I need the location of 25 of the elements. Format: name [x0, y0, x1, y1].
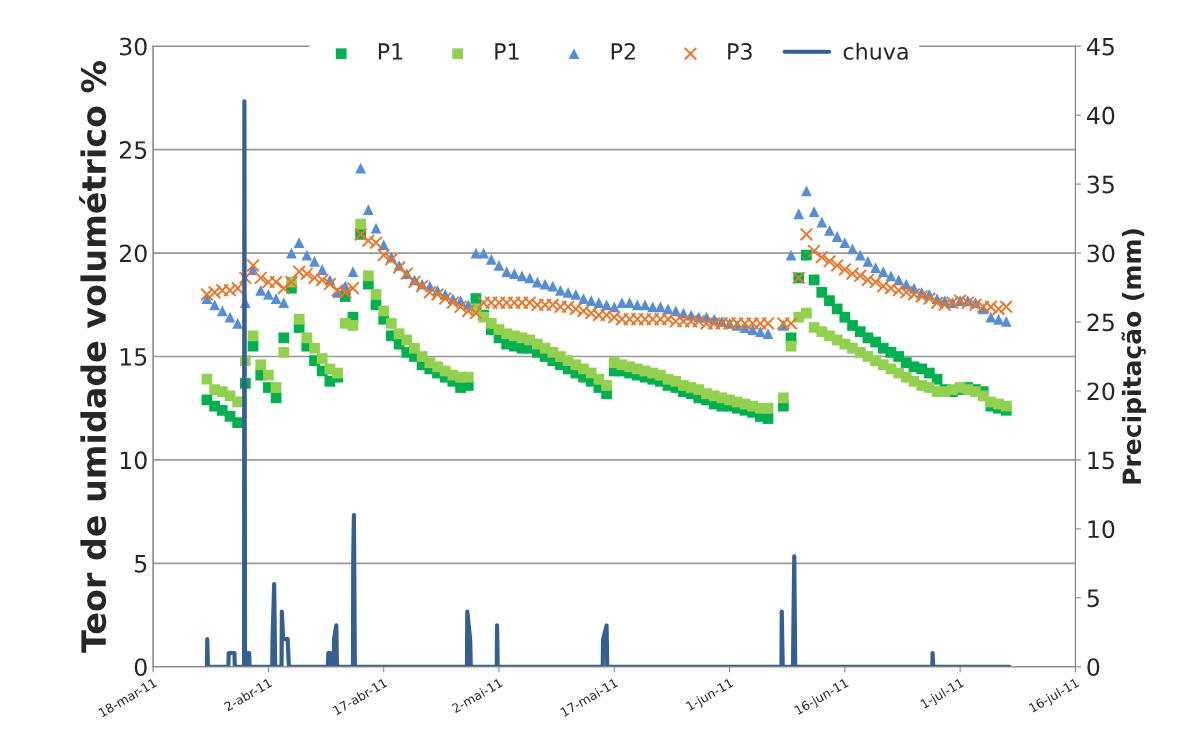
- y-tick-label: 25: [119, 141, 147, 159]
- line-series: [204, 99, 1012, 667]
- legend-label: chuva: [843, 42, 908, 60]
- y-tick-label: 10: [120, 451, 147, 470]
- y2-tick-label: 10: [1088, 520, 1115, 539]
- y2-tick-label: 5: [1087, 589, 1099, 608]
- y2-tick-label: 35: [1087, 175, 1114, 194]
- y2-axis-title: Precipitação (mm): [1121, 229, 1147, 484]
- y2-tick-label: 30: [1087, 244, 1115, 263]
- y2-tick-label: 25: [1087, 313, 1114, 332]
- legend-label: P1: [495, 43, 519, 60]
- y2-tick-label: 0: [1087, 658, 1100, 677]
- y-axis-title: Teor de umidade volumétrico %: [79, 61, 107, 653]
- y-tick-label: 30: [120, 37, 147, 56]
- y-tick-label: 15: [120, 348, 147, 366]
- legend-label: P1: [378, 43, 403, 60]
- y2-tick-label: 15: [1088, 451, 1114, 470]
- y-tick-label: 20: [119, 244, 147, 263]
- legend-label: P2: [611, 43, 635, 60]
- legend-label: P3: [728, 43, 752, 60]
- y2-tick-label: 40: [1086, 106, 1115, 125]
- y-tick-label: 0: [134, 658, 147, 677]
- y2-tick-label: 45: [1086, 37, 1114, 56]
- y-tick-label: 5: [135, 555, 147, 573]
- y2-tick-label: 20: [1087, 382, 1115, 401]
